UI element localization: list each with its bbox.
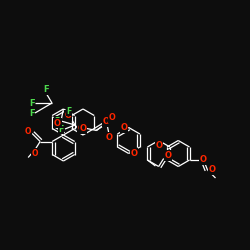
Text: O: O [108, 113, 115, 122]
Text: O: O [77, 124, 84, 133]
Text: O: O [54, 118, 61, 128]
Text: O: O [120, 123, 127, 132]
Text: O: O [155, 141, 162, 150]
Text: F: F [66, 106, 72, 116]
Text: O: O [130, 149, 137, 158]
Text: O: O [25, 127, 32, 136]
Text: F: F [43, 86, 49, 94]
Text: O: O [32, 149, 38, 158]
Text: O: O [103, 117, 110, 126]
Text: O: O [209, 166, 216, 174]
Text: F: F [58, 124, 64, 134]
Text: O: O [79, 124, 86, 133]
Text: O: O [164, 151, 171, 160]
Text: F: F [29, 98, 35, 108]
Text: F: F [54, 116, 60, 126]
Text: F: F [29, 108, 35, 118]
Text: O: O [64, 111, 71, 120]
Text: O: O [200, 156, 207, 164]
Text: O: O [105, 133, 112, 142]
